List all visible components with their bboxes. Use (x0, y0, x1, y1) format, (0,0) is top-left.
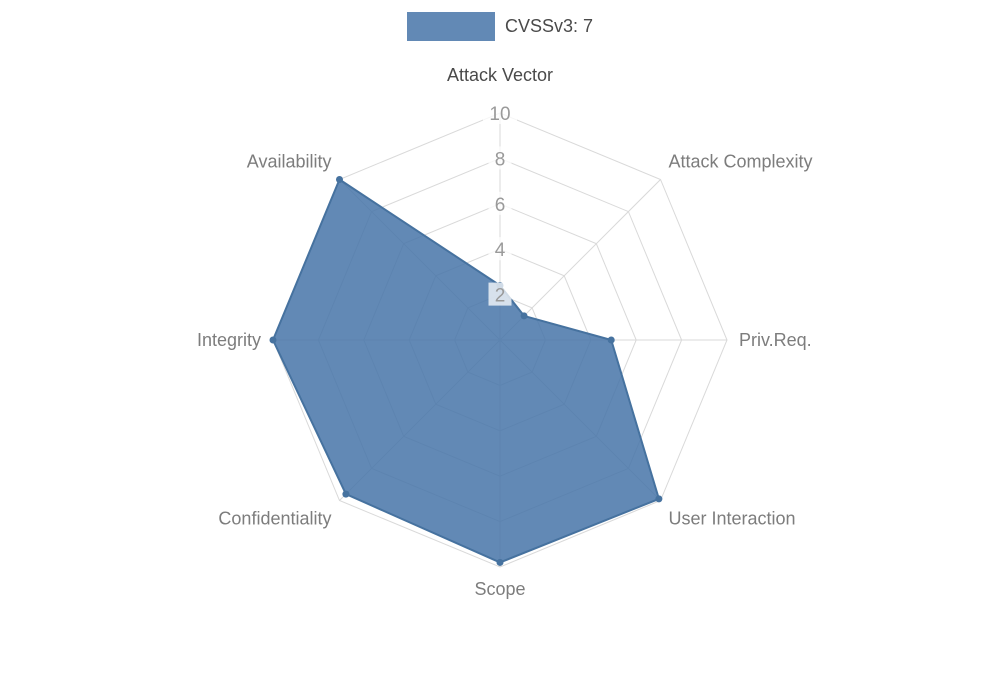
data-point[interactable] (335, 175, 343, 183)
axis-label-attack-complexity: Attack Complexity (669, 151, 813, 171)
tick-backdrop (488, 237, 512, 261)
legend-label: CVSSv3: 7 (504, 16, 594, 36)
tick-backdrop (488, 282, 512, 306)
axis-label-integrity: Integrity (197, 330, 261, 350)
axis-label-attack-vector: Attack Vector (447, 65, 553, 85)
tick-label: 10 (489, 104, 510, 125)
axis-label-user-interaction: User Interaction (669, 509, 796, 529)
tick-label: 4 (495, 240, 506, 261)
angle-line (499, 179, 661, 341)
tick-label: 8 (495, 149, 506, 170)
legend-swatch (406, 12, 495, 41)
axis-label-confidentiality: Confidentiality (218, 509, 331, 529)
tick-backdrop (483, 101, 517, 124)
tick-backdrop (488, 191, 512, 215)
data-point[interactable] (269, 336, 277, 344)
tick-label: 6 (495, 195, 506, 216)
tick-backdrop (488, 146, 512, 170)
tick-label: 2 (495, 286, 506, 307)
data-point[interactable] (607, 336, 615, 344)
data-polygon (272, 178, 660, 564)
axis-label-scope: Scope (474, 579, 525, 599)
data-point[interactable] (496, 558, 504, 566)
axis-label-priv-req-: Priv.Req. (739, 330, 812, 350)
chart-legend[interactable]: CVSSv3: 7 (0, 12, 1000, 41)
data-point[interactable] (520, 312, 528, 320)
data-point[interactable] (655, 495, 663, 503)
data-point[interactable] (342, 490, 350, 498)
axis-label-availability: Availability (247, 151, 332, 171)
